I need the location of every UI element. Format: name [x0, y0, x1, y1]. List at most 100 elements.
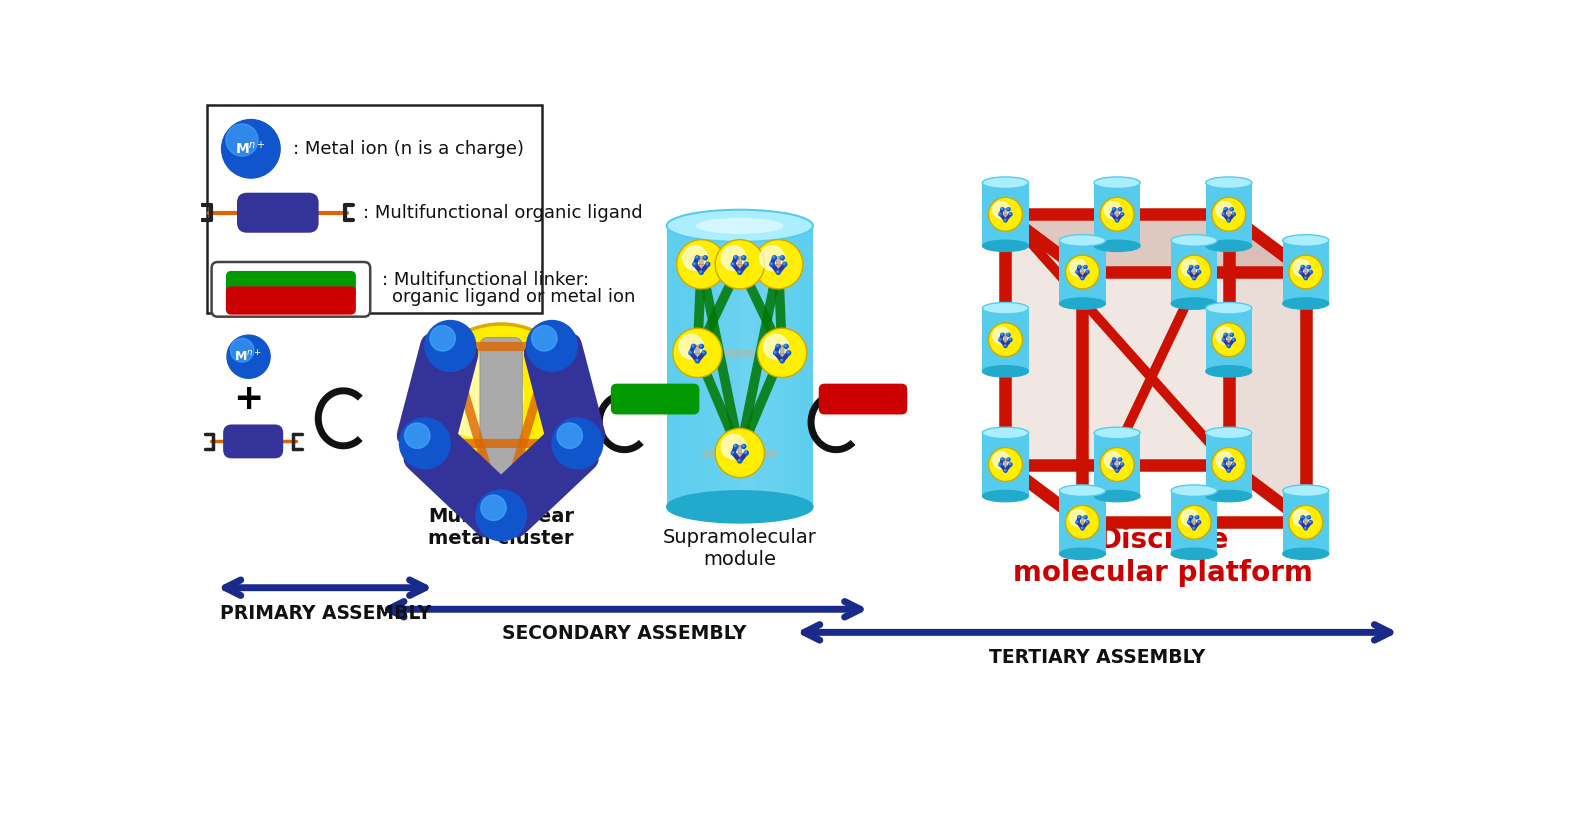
- Circle shape: [764, 334, 789, 359]
- FancyBboxPatch shape: [690, 351, 699, 362]
- FancyBboxPatch shape: [1188, 272, 1195, 279]
- Circle shape: [696, 359, 699, 363]
- Circle shape: [1230, 458, 1233, 461]
- Circle shape: [1000, 458, 1003, 461]
- Circle shape: [1112, 458, 1115, 461]
- FancyBboxPatch shape: [1076, 267, 1080, 272]
- Circle shape: [1084, 516, 1087, 518]
- Bar: [1172, 240, 1217, 304]
- Ellipse shape: [1282, 548, 1329, 560]
- Circle shape: [230, 338, 254, 362]
- Bar: [791, 226, 799, 507]
- Ellipse shape: [1095, 491, 1140, 502]
- Text: Supramolecular
module: Supramolecular module: [663, 528, 817, 570]
- Bar: [1282, 240, 1329, 304]
- FancyBboxPatch shape: [1000, 339, 1006, 346]
- Circle shape: [1189, 516, 1192, 518]
- FancyBboxPatch shape: [1299, 522, 1307, 529]
- Bar: [1095, 433, 1140, 496]
- FancyBboxPatch shape: [1188, 517, 1192, 523]
- Circle shape: [1003, 344, 1006, 347]
- Circle shape: [1216, 202, 1233, 218]
- FancyBboxPatch shape: [524, 333, 605, 456]
- Polygon shape: [1005, 214, 1306, 272]
- Circle shape: [1181, 259, 1199, 277]
- Circle shape: [1115, 219, 1118, 222]
- Circle shape: [1188, 271, 1191, 273]
- Circle shape: [1230, 333, 1233, 337]
- FancyBboxPatch shape: [1304, 516, 1307, 528]
- FancyBboxPatch shape: [1299, 272, 1307, 279]
- Circle shape: [1085, 521, 1088, 523]
- FancyBboxPatch shape: [1005, 334, 1006, 346]
- FancyBboxPatch shape: [1227, 458, 1230, 471]
- Circle shape: [1192, 277, 1195, 280]
- Circle shape: [745, 263, 748, 267]
- Circle shape: [1301, 516, 1304, 518]
- Circle shape: [480, 495, 506, 520]
- FancyBboxPatch shape: [1080, 266, 1084, 278]
- Circle shape: [1197, 271, 1200, 273]
- FancyBboxPatch shape: [236, 193, 318, 233]
- Circle shape: [1003, 469, 1006, 472]
- Circle shape: [731, 263, 736, 267]
- Circle shape: [1307, 266, 1310, 268]
- Circle shape: [1080, 527, 1084, 530]
- Circle shape: [1110, 212, 1114, 216]
- FancyBboxPatch shape: [781, 351, 791, 362]
- Circle shape: [1230, 207, 1233, 211]
- Bar: [666, 226, 674, 507]
- Circle shape: [1189, 266, 1192, 268]
- Circle shape: [734, 257, 736, 258]
- Circle shape: [1118, 207, 1121, 211]
- Ellipse shape: [411, 324, 592, 520]
- Circle shape: [721, 435, 747, 459]
- Circle shape: [781, 360, 783, 361]
- Circle shape: [1080, 277, 1084, 280]
- Circle shape: [1211, 448, 1246, 481]
- Bar: [688, 226, 696, 507]
- Circle shape: [1077, 266, 1080, 268]
- Circle shape: [1211, 323, 1246, 356]
- Circle shape: [786, 351, 791, 355]
- FancyBboxPatch shape: [819, 384, 907, 415]
- Ellipse shape: [1172, 485, 1217, 496]
- Ellipse shape: [696, 218, 784, 234]
- Circle shape: [1232, 212, 1235, 216]
- Circle shape: [715, 239, 764, 289]
- Circle shape: [1181, 509, 1199, 527]
- Bar: [1206, 183, 1252, 246]
- Bar: [724, 226, 732, 507]
- Circle shape: [1104, 202, 1121, 218]
- FancyBboxPatch shape: [688, 346, 696, 354]
- Ellipse shape: [1206, 302, 1252, 314]
- Circle shape: [691, 345, 693, 346]
- FancyBboxPatch shape: [225, 286, 356, 314]
- FancyBboxPatch shape: [1227, 339, 1235, 346]
- Circle shape: [770, 263, 772, 264]
- Circle shape: [704, 256, 707, 260]
- FancyBboxPatch shape: [693, 257, 699, 265]
- Circle shape: [673, 328, 721, 378]
- Ellipse shape: [983, 177, 1028, 188]
- Circle shape: [788, 351, 789, 353]
- Circle shape: [679, 334, 704, 359]
- Circle shape: [1003, 219, 1006, 222]
- Circle shape: [776, 270, 780, 274]
- FancyBboxPatch shape: [225, 271, 356, 300]
- FancyBboxPatch shape: [1076, 272, 1084, 279]
- Bar: [702, 226, 710, 507]
- FancyBboxPatch shape: [1076, 517, 1080, 523]
- Circle shape: [737, 459, 742, 463]
- Circle shape: [696, 257, 698, 258]
- Ellipse shape: [1060, 548, 1106, 560]
- Circle shape: [695, 256, 699, 260]
- Circle shape: [992, 327, 1010, 344]
- Circle shape: [1177, 255, 1211, 289]
- Ellipse shape: [1282, 485, 1329, 496]
- Circle shape: [776, 271, 778, 272]
- Text: Discrete
molecular platform: Discrete molecular platform: [1013, 526, 1314, 587]
- Circle shape: [739, 271, 740, 272]
- Circle shape: [776, 344, 780, 348]
- Circle shape: [706, 263, 710, 267]
